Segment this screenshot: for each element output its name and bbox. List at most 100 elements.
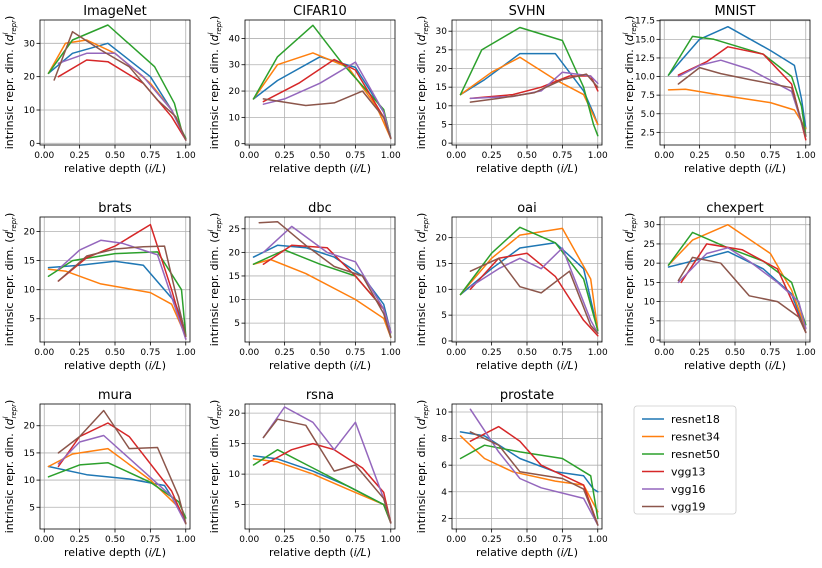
plot-frame xyxy=(451,216,603,343)
chart-title: CIFAR10 xyxy=(293,4,347,19)
x-tick-label: 0.75 xyxy=(552,151,572,161)
x-tick-label: 0.75 xyxy=(140,151,160,161)
series-line-resnet50 xyxy=(667,231,807,326)
series-line-vgg19 xyxy=(53,30,187,141)
plot-frame xyxy=(244,403,396,530)
x-tick-label: 1.00 xyxy=(588,348,608,358)
y-tick-label: 10 xyxy=(24,106,36,116)
plot-frame xyxy=(39,216,191,343)
y-tick-label: 20 xyxy=(229,248,241,258)
y-tick-label: 5 xyxy=(29,503,35,513)
chart-svhn: 0.00 0.25 0.50 0.75 1.00 0 5 10 15 20 25 30 SVHN rela… xyxy=(414,4,608,175)
chart-title: SVHN xyxy=(509,4,546,19)
x-tick-label: 0.50 xyxy=(517,348,537,358)
y-axis-label: intrinsic repr. dim. (dlrepr) xyxy=(622,213,638,347)
legend-item-resnet50: resnet50 xyxy=(642,448,720,461)
y-tick-label: 20 xyxy=(229,87,241,97)
y-tick-label: 15 xyxy=(24,449,35,459)
y-axis-label: intrinsic repr. dim. (dlrepr) xyxy=(414,400,430,534)
x-axis-label: relative depth (i/L) xyxy=(269,162,371,175)
y-tick-label: 12.5 xyxy=(635,54,655,64)
series-line-vgg16 xyxy=(262,61,392,140)
series-line-resnet50 xyxy=(459,444,599,520)
y-axis-label: intrinsic repr. dim. (dlrepr) xyxy=(207,400,223,534)
y-axis-label: intrinsic repr. dim. (dlrepr) xyxy=(207,213,223,347)
legend-item-resnet18: resnet18 xyxy=(642,413,720,426)
series-line-vgg13 xyxy=(57,422,187,525)
series-line-vgg19 xyxy=(262,90,392,140)
y-tick-label: 2 xyxy=(441,514,447,524)
x-tick-label: 0.00 xyxy=(34,348,54,358)
x-tick-label: 0.25 xyxy=(482,151,502,161)
y-tick-label: 30 xyxy=(24,39,36,49)
chart-title: chexpert xyxy=(706,201,764,216)
plot-frame xyxy=(659,19,811,146)
series-line-resnet18 xyxy=(47,42,187,141)
y-tick-label: 10 xyxy=(229,470,241,480)
y-tick-label: 15 xyxy=(644,278,655,288)
x-tick-label: 0.00 xyxy=(239,151,259,161)
y-axis-label: intrinsic repr. dim. (dlrepr) xyxy=(2,213,18,347)
x-tick-label: 1.00 xyxy=(176,348,196,358)
y-tick-label: 30 xyxy=(229,61,241,71)
x-tick-label: 0.75 xyxy=(140,348,160,358)
y-axis-label: intrinsic repr. dim. (dlrepr) xyxy=(2,400,18,534)
y-tick-label: 20 xyxy=(436,234,448,244)
series-line-vgg13 xyxy=(469,252,599,337)
x-tick-label: 0.25 xyxy=(70,151,90,161)
series-line-resnet34 xyxy=(252,458,392,524)
x-tick-label: 0.50 xyxy=(310,348,330,358)
chart-title: MNIST xyxy=(715,4,756,19)
chart-cifar10: 0.00 0.25 0.50 0.75 1.00 0 10 20 30 40 CIFAR10 rela… xyxy=(207,4,401,175)
series-line-vgg16 xyxy=(57,52,187,141)
x-tick-label: 0.25 xyxy=(70,535,90,545)
series-line-vgg13 xyxy=(469,75,599,100)
chart-title: oai xyxy=(517,201,537,216)
x-tick-label: 0.75 xyxy=(140,535,160,545)
x-tick-label: 0.00 xyxy=(34,151,54,161)
legend-label: vgg13 xyxy=(671,466,705,479)
x-tick-label: 0.25 xyxy=(690,348,710,358)
chart-imagenet: 0.00 0.25 0.50 0.75 1.00 0 10 20 30 ImageNet relat… xyxy=(2,4,196,175)
legend-label: resnet50 xyxy=(671,448,720,461)
plot-frame xyxy=(659,216,811,343)
series-line-resnet50 xyxy=(459,226,599,332)
y-axis-label: intrinsic repr. dim. (dlrepr) xyxy=(207,16,223,150)
y-tick-label: 10 xyxy=(644,298,656,308)
y-tick-label: 0 xyxy=(649,336,655,346)
series-line-vgg19 xyxy=(677,66,807,137)
series-line-resnet34 xyxy=(667,88,807,130)
y-tick-label: 10 xyxy=(229,296,241,306)
x-tick-label: 0.75 xyxy=(552,535,572,545)
x-tick-label: 0.25 xyxy=(70,348,90,358)
x-tick-label: 0.75 xyxy=(345,535,365,545)
y-tick-label: 0 xyxy=(441,139,447,149)
chart-oai: 0.00 0.25 0.50 0.75 1.00 0 5 10 15 20 oai relative … xyxy=(414,201,608,372)
x-tick-label: 1.00 xyxy=(796,151,816,161)
y-tick-label: 17.5 xyxy=(635,17,655,27)
y-tick-label: 15 xyxy=(436,83,447,93)
legend-label: resnet34 xyxy=(671,431,720,444)
y-tick-label: 25 xyxy=(644,240,655,250)
series-line-vgg16 xyxy=(469,247,599,334)
x-tick-label: 1.00 xyxy=(176,535,196,545)
plot-frame xyxy=(451,19,603,146)
series-line-vgg16 xyxy=(57,434,187,525)
series-line-resnet50 xyxy=(47,461,187,519)
chart-mnist: 0.00 0.25 0.50 0.75 1.00 2.5 5.0 7.5 10.0 12.5 15.… xyxy=(622,4,816,175)
y-tick-label: 25 xyxy=(436,46,447,56)
y-tick-label: 5 xyxy=(441,311,447,321)
series-line-vgg19 xyxy=(469,257,599,334)
x-tick-label: 1.00 xyxy=(796,348,816,358)
series-line-vgg19 xyxy=(469,431,599,526)
x-tick-label: 0.00 xyxy=(34,535,54,545)
y-axis-label: intrinsic repr. dim. (dlrepr) xyxy=(2,16,18,150)
x-axis-label: relative depth (i/L) xyxy=(269,546,371,559)
x-tick-label: 1.00 xyxy=(381,151,401,161)
legend-label: resnet18 xyxy=(671,413,720,426)
x-tick-label: 1.00 xyxy=(381,535,401,545)
chart-title: mura xyxy=(98,388,132,403)
y-tick-label: 15 xyxy=(436,259,447,269)
y-tick-label: 0 xyxy=(234,140,240,150)
series-line-vgg16 xyxy=(677,59,807,137)
